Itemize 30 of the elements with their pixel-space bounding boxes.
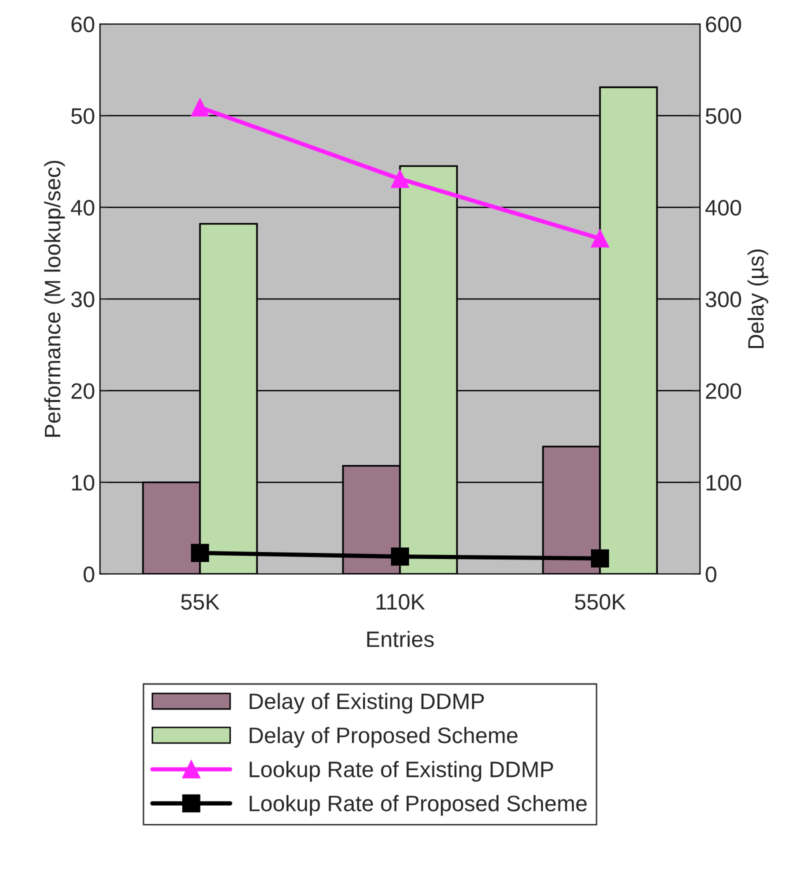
y-tick-label: 10 <box>72 474 94 491</box>
y-tick-label: 40 <box>70 200 94 216</box>
point <box>390 548 410 566</box>
y-tick-label: 50 <box>71 108 94 124</box>
legend-label: Lookup Rate of Proposed Scheme <box>250 795 587 816</box>
legend-label: Delay of Existing DDMP <box>250 692 484 714</box>
x-axis-title: Entries <box>367 630 434 648</box>
y-tick-label: 30 <box>71 292 94 308</box>
point <box>390 170 410 188</box>
legend-label: Lookup Rate of Existing DDMP <box>250 760 554 782</box>
y-tick-label: 60 <box>72 16 94 32</box>
x-tick-label: 550K <box>574 594 626 610</box>
point <box>190 98 210 116</box>
y2-tick-label: 200 <box>706 383 742 399</box>
legend-label: Delay of Proposed Scheme <box>250 726 518 748</box>
point <box>590 229 610 248</box>
x-tick-label: 110K <box>376 594 425 610</box>
x-tick-label: 55K <box>181 594 220 610</box>
y-tick-label: 0 <box>84 566 94 582</box>
y-tick-label: 20 <box>72 383 94 399</box>
point <box>190 544 210 562</box>
y2-tick-label: 0 <box>706 566 716 582</box>
y2-tick-label: 300 <box>706 292 742 308</box>
y2-axis-title: Delay (µs) <box>747 250 768 348</box>
y-axis-title: Performance (M lookup/sec) <box>44 160 65 437</box>
point <box>590 549 610 568</box>
y2-tick-label: 500 <box>706 108 742 124</box>
y2-tick-label: 600 <box>706 16 742 32</box>
y2-tick-label: 400 <box>705 200 742 216</box>
y2-tick-label: 100 <box>706 474 742 491</box>
